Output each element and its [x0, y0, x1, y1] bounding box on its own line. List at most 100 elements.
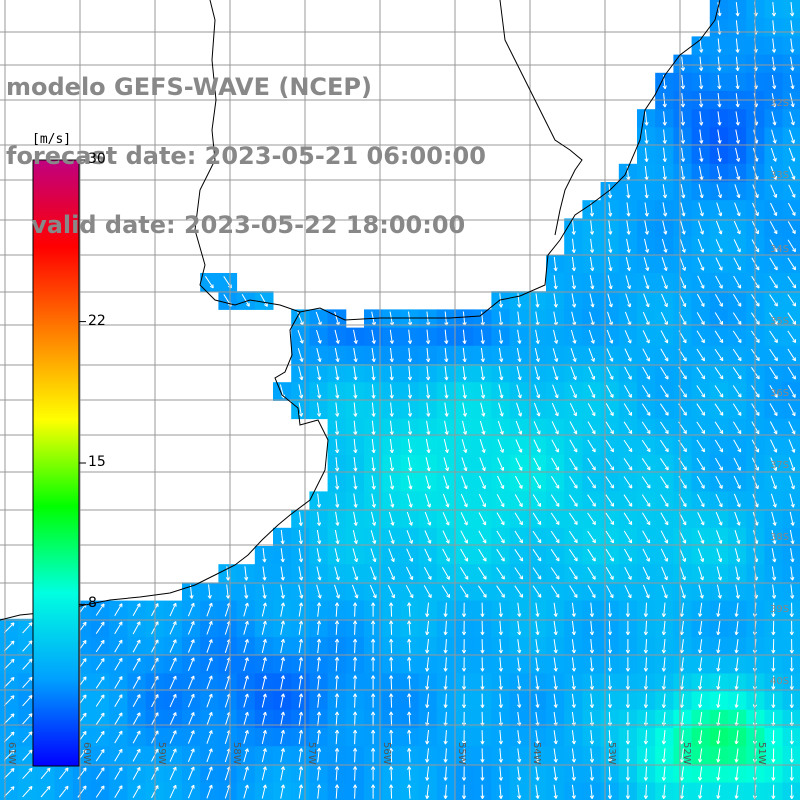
- wind-arrowhead: [463, 486, 467, 490]
- wind-arrowhead: [553, 795, 557, 799]
- wind-arrow: [114, 767, 123, 780]
- wind-arrow: [717, 766, 721, 781]
- wind-arrowhead: [735, 67, 739, 71]
- wind-arrowhead: [573, 486, 578, 489]
- wind-arrow: [22, 713, 33, 725]
- wind-arrowhead: [573, 577, 578, 580]
- wind-arrow: [733, 239, 741, 253]
- wind-arrowhead: [517, 304, 520, 308]
- wind-arrowhead: [679, 777, 683, 781]
- wind-arrow: [587, 439, 596, 453]
- wind-arrowhead: [225, 595, 229, 599]
- wind-arrowhead: [719, 85, 722, 90]
- wind-arrowhead: [409, 595, 414, 599]
- wind-arrowhead: [244, 602, 248, 606]
- wind-arrowhead: [664, 504, 669, 507]
- wind-arrow: [354, 620, 356, 635]
- wind-arrowhead: [391, 394, 394, 399]
- wind-arrowhead: [298, 540, 302, 545]
- wind-arrow: [444, 620, 447, 635]
- wind-arrowhead: [682, 376, 687, 380]
- wind-arrow: [317, 748, 320, 763]
- wind-arrow: [169, 657, 177, 671]
- wind-arrow: [587, 567, 596, 580]
- latitude-label: 32S: [770, 98, 790, 109]
- wind-arrowhead: [464, 522, 468, 526]
- wind-arrowhead: [537, 467, 541, 471]
- wind-arrowhead: [553, 285, 557, 290]
- wind-arrow: [480, 402, 485, 417]
- wind-arrow: [206, 784, 213, 799]
- wind-arrow: [699, 693, 703, 708]
- wind-arrow: [390, 748, 393, 763]
- wind-arrowhead: [12, 786, 15, 791]
- wind-arrow: [516, 366, 521, 381]
- wind-arrow: [698, 584, 703, 599]
- wind-arrow: [354, 639, 356, 654]
- wind-arrow: [280, 639, 284, 654]
- wind-arrowhead: [553, 649, 557, 654]
- wind-arrowhead: [789, 631, 793, 636]
- wind-arrowhead: [464, 558, 468, 562]
- wind-arrowhead: [300, 675, 304, 680]
- wind-arrowhead: [390, 693, 394, 697]
- wind-arrow: [316, 566, 321, 581]
- wind-arrowhead: [679, 686, 683, 690]
- wind-arrowhead: [318, 711, 322, 716]
- wind-arrow: [408, 402, 411, 417]
- wind-arrow: [224, 639, 231, 653]
- wind-arrow: [570, 329, 576, 344]
- wind-arrow: [426, 347, 429, 362]
- wind-arrowhead: [791, 213, 796, 216]
- wind-arrow: [444, 384, 448, 399]
- colorbar-tick-label: 22: [88, 312, 106, 329]
- wind-arrow: [132, 603, 141, 617]
- wind-arrowhead: [408, 467, 412, 472]
- wind-arrow: [644, 202, 648, 217]
- wind-arrow: [187, 675, 195, 690]
- wind-arrow: [408, 620, 411, 635]
- wind-arrowhead: [607, 649, 611, 654]
- wind-arrow: [335, 457, 338, 472]
- wind-arrowhead: [247, 766, 249, 771]
- wind-arrowhead: [372, 522, 376, 526]
- wind-arrowhead: [554, 340, 558, 344]
- wind-arrowhead: [717, 176, 721, 181]
- wind-arrowhead: [265, 693, 267, 698]
- wind-arrow: [459, 585, 469, 598]
- wind-arrow: [623, 439, 633, 452]
- wind-arrowhead: [610, 504, 614, 507]
- wind-arrowhead: [517, 340, 521, 344]
- wind-arrowhead: [463, 504, 468, 508]
- wind-arrowhead: [555, 558, 560, 562]
- wind-arrowhead: [300, 784, 304, 789]
- wind-arrow: [550, 530, 560, 543]
- wind-arrow: [623, 458, 633, 471]
- wind-arrow: [681, 657, 684, 672]
- wind-arrowhead: [719, 449, 723, 453]
- wind-arrow: [770, 202, 777, 216]
- wind-arrow: [790, 38, 794, 53]
- coastline-path: [0, 311, 329, 621]
- wind-arrow: [426, 402, 430, 417]
- wind-arrow: [571, 711, 575, 726]
- wind-arrowhead: [643, 667, 647, 672]
- wind-arrow: [605, 494, 615, 507]
- wind-arrowhead: [610, 267, 613, 271]
- wind-arrowhead: [283, 639, 285, 643]
- wind-arrowhead: [390, 657, 394, 661]
- wind-arrow: [444, 347, 448, 362]
- wind-arrow: [132, 639, 141, 653]
- wind-arrow: [426, 420, 430, 435]
- wind-arrowhead: [265, 602, 267, 607]
- wind-arrow: [699, 657, 703, 672]
- wind-arrow: [499, 711, 502, 726]
- wind-arrow: [645, 748, 647, 763]
- wind-arrowhead: [464, 540, 468, 544]
- wind-arrowhead: [771, 740, 774, 745]
- wind-arrow: [608, 675, 611, 690]
- wind-arrow: [243, 784, 249, 799]
- wind-arrow: [22, 695, 33, 707]
- wind-arrow: [3, 658, 15, 670]
- wind-arrowhead: [772, 577, 775, 581]
